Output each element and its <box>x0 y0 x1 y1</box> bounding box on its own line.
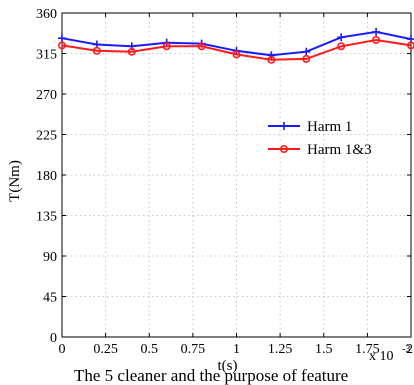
legend: Harm 1 Harm 1&3 <box>268 119 372 158</box>
data-point <box>162 42 171 51</box>
x-tick-label: 0.25 <box>93 342 118 357</box>
x-axis-label: t(s) <box>218 358 238 374</box>
y-tick-label: 225 <box>36 129 57 144</box>
legend-entry: Harm 1 <box>268 119 352 135</box>
y-tick-label: 315 <box>36 48 57 63</box>
data-point <box>267 51 276 60</box>
data-point <box>302 47 311 56</box>
axis-labels: t(s) T(Nm) x 10 -3 <box>7 160 410 374</box>
data-point <box>267 55 276 64</box>
figure-caption: The 5 cleaner and the purpose of feature <box>74 366 349 385</box>
x-tick-label: 1.5 <box>315 342 333 357</box>
y-tick-label: 135 <box>36 210 57 225</box>
data-point <box>372 27 381 36</box>
y-tick-label: 360 <box>36 7 57 22</box>
legend-entry: Harm 1&3 <box>268 142 372 158</box>
data-point <box>337 42 346 51</box>
data-point <box>337 33 346 42</box>
x-tick-label: 1 <box>233 342 240 357</box>
data-point <box>58 34 66 43</box>
data-point <box>302 54 311 63</box>
x-scale-exponent: -3 <box>402 344 410 355</box>
series-lines <box>57 27 414 64</box>
series-2 <box>57 35 414 64</box>
data-point <box>407 41 414 50</box>
x-tick-label: 0.5 <box>141 342 159 357</box>
axis-ticks: 0 0.25 0.5 0.75 1 1.25 1.5 1.75 2 0 45 90 135 180 225 2… <box>36 7 413 357</box>
x-tick-label: 1.25 <box>268 342 293 357</box>
data-point <box>232 50 241 59</box>
series-line <box>61 38 412 61</box>
x-scale-note: x 10 -3 <box>369 344 410 364</box>
y-tick-label: 180 <box>36 169 57 184</box>
y-tick-label: 270 <box>36 88 57 103</box>
data-point <box>57 41 66 50</box>
legend-label: Harm 1 <box>307 119 352 135</box>
x-scale-base: x 10 <box>369 349 394 364</box>
x-tick-label: 0.75 <box>181 342 206 357</box>
data-point <box>197 42 206 51</box>
x-tick-label: 0 <box>59 342 66 357</box>
y-axis-label: T(Nm) <box>7 160 23 202</box>
data-point <box>127 47 136 56</box>
x-tick-label: 1.75 <box>355 342 380 357</box>
data-point <box>92 46 101 55</box>
data-point <box>372 35 381 44</box>
y-tick-label: 45 <box>43 291 57 306</box>
x-tick-label: 2 <box>406 342 413 357</box>
legend-label: Harm 1&3 <box>307 142 372 158</box>
grid-lines <box>62 13 411 337</box>
y-tick-label: 90 <box>43 250 57 265</box>
y-tick-label: 0 <box>50 331 57 346</box>
